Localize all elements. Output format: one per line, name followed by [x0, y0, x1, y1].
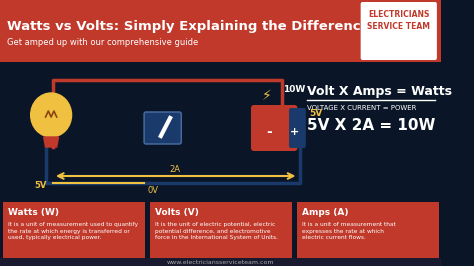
Text: Get amped up with our comprehensive guide: Get amped up with our comprehensive guid…: [8, 38, 199, 47]
Text: 0V: 0V: [148, 186, 159, 195]
FancyBboxPatch shape: [297, 202, 439, 258]
Text: ⚡: ⚡: [262, 89, 272, 103]
Text: 5V: 5V: [310, 109, 323, 118]
FancyBboxPatch shape: [144, 112, 181, 144]
Text: VOLTAGE X CURRENT = POWER: VOLTAGE X CURRENT = POWER: [307, 105, 416, 111]
Text: Watts (W): Watts (W): [9, 208, 59, 217]
Text: Volts (V): Volts (V): [155, 208, 199, 217]
FancyBboxPatch shape: [0, 258, 441, 266]
FancyBboxPatch shape: [0, 62, 441, 202]
Text: Volt X Amps = Watts: Volt X Amps = Watts: [307, 85, 452, 98]
Text: 5V: 5V: [35, 181, 47, 190]
Polygon shape: [44, 137, 59, 147]
FancyBboxPatch shape: [3, 202, 145, 258]
Text: It is a unit of measurement that
expresses the rate at which
electric current fl: It is a unit of measurement that express…: [302, 222, 396, 240]
Circle shape: [31, 93, 72, 137]
Text: Amps (A): Amps (A): [302, 208, 348, 217]
Text: www.electriciansserviceteam.com: www.electriciansserviceteam.com: [166, 260, 274, 264]
Text: 5V X 2A = 10W: 5V X 2A = 10W: [307, 118, 435, 133]
Text: Watts vs Volts: Simply Explaining the Difference: Watts vs Volts: Simply Explaining the Di…: [8, 20, 370, 33]
FancyBboxPatch shape: [361, 2, 437, 60]
FancyBboxPatch shape: [150, 202, 292, 258]
Text: +: +: [290, 127, 299, 137]
Text: It is the unit of electric potential, electric
potential difference, and electro: It is the unit of electric potential, el…: [155, 222, 278, 240]
Text: It is a unit of measurement used to quantify
the rate at which energy is transfe: It is a unit of measurement used to quan…: [9, 222, 138, 240]
Text: 2A: 2A: [169, 165, 180, 174]
Text: 10W: 10W: [283, 85, 306, 94]
Text: ELECTRICIANS
SERVICE TEAM: ELECTRICIANS SERVICE TEAM: [367, 10, 430, 31]
Text: -: -: [266, 125, 272, 139]
FancyBboxPatch shape: [289, 108, 306, 148]
FancyBboxPatch shape: [0, 0, 441, 62]
FancyBboxPatch shape: [251, 105, 298, 151]
